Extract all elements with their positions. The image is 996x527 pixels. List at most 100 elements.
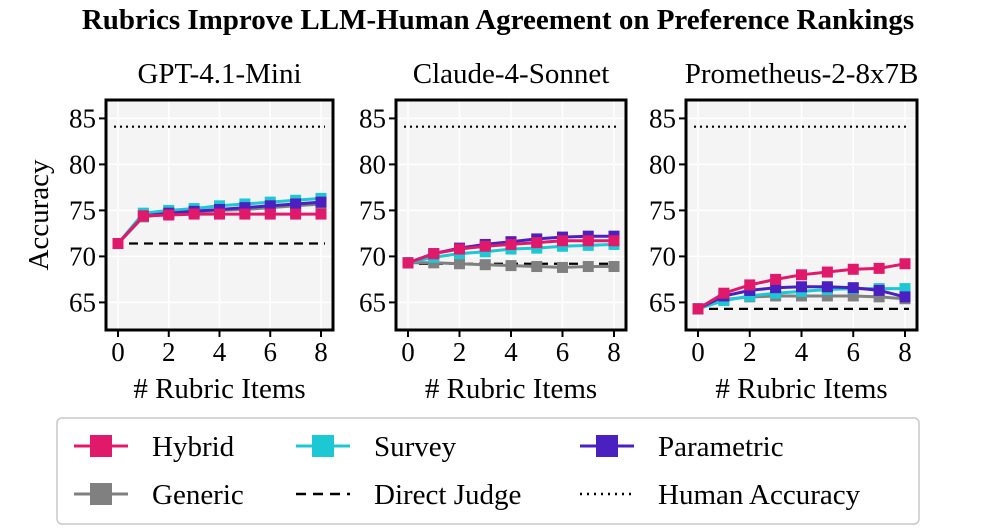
data-point-generic — [428, 257, 440, 269]
data-point-hybrid — [239, 208, 251, 220]
panel-claude-4-sonnet: 65 70 75 80 85 0 2 4 6 8 Claude-4-Sonnet # Rubric I… — [359, 58, 628, 405]
data-point-hybrid — [718, 287, 730, 299]
y-tick-label: 75 — [69, 195, 96, 225]
x-axis-label: # Rubric Items — [133, 373, 305, 405]
panel-gpt-4-1-mini: 65 70 75 80 85 0 2 4 6 8 GPT-4.1-Mini # Rubric Item… — [23, 58, 335, 405]
data-point-hybrid — [315, 208, 327, 220]
x-axis-label: # Rubric Items — [715, 373, 887, 405]
data-point-generic — [873, 291, 885, 303]
x-tick-label: 8 — [314, 337, 328, 367]
series-parametric — [692, 281, 911, 315]
legend-label: Parametric — [658, 431, 784, 463]
data-point-hybrid — [264, 208, 276, 220]
data-point-parametric — [796, 281, 807, 293]
data-point-parametric — [899, 291, 911, 303]
series-hybrid — [692, 258, 911, 315]
y-tick-label: 85 — [69, 103, 96, 133]
data-point-parametric — [744, 284, 756, 296]
x-tick-label: 2 — [453, 337, 467, 367]
data-point-generic — [847, 290, 859, 302]
y-tick-label: 65 — [69, 287, 96, 317]
data-point-generic — [454, 258, 465, 270]
y-tick-label: 75 — [649, 195, 676, 225]
data-point-survey — [899, 283, 911, 295]
x-tick-label: 8 — [898, 337, 912, 367]
data-point-hybrid — [744, 279, 756, 291]
data-point-parametric — [821, 281, 833, 293]
data-point-generic — [582, 261, 594, 273]
legend-label: Direct Judge — [374, 479, 521, 511]
data-point-hybrid — [290, 208, 302, 220]
data-point-parametric — [315, 196, 327, 208]
x-axis-label: # Rubric Items — [425, 373, 597, 405]
x-tick-label: 8 — [607, 337, 621, 367]
series-hybrid — [112, 208, 327, 250]
x-tick-label: 6 — [264, 337, 278, 367]
legend-label: Human Accuracy — [658, 479, 861, 511]
y-tick-label: 65 — [359, 287, 386, 317]
legend-marker — [596, 435, 618, 457]
legend-entry-generic: Generic — [74, 479, 244, 511]
panel-title: Prometheus-2-8x7B — [685, 58, 919, 90]
legend-entry-survey: Survey — [296, 431, 457, 463]
series-hybrid — [402, 235, 620, 269]
data-point-hybrid — [557, 235, 568, 247]
legend-box — [56, 417, 920, 525]
data-point-hybrid — [531, 237, 543, 249]
data-point-parametric — [239, 202, 251, 214]
data-point-hybrid — [821, 266, 833, 278]
x-tick-label: 2 — [743, 337, 757, 367]
data-point-parametric — [847, 282, 859, 294]
legend-marker — [90, 483, 112, 505]
data-point-hybrid — [112, 238, 124, 250]
data-point-generic — [505, 260, 517, 272]
data-point-parametric — [290, 198, 302, 210]
data-point-survey — [744, 290, 756, 302]
legend-label: Survey — [374, 431, 457, 463]
data-point-hybrid — [796, 269, 807, 281]
data-point-hybrid — [137, 210, 149, 222]
x-tick-label: 4 — [795, 337, 809, 367]
legend-entry-hybrid: Hybrid — [74, 431, 235, 463]
legend-label: Generic — [152, 479, 244, 511]
panel-title: Claude-4-Sonnet — [413, 58, 610, 90]
y-tick-label: 80 — [69, 149, 96, 179]
data-point-hybrid — [608, 235, 620, 247]
data-point-survey — [531, 242, 543, 254]
data-point-survey — [770, 287, 782, 299]
y-axis-label: Accuracy — [23, 159, 55, 271]
x-tick-label: 0 — [691, 337, 705, 367]
data-point-hybrid — [582, 235, 594, 247]
legend-entry-human-accuracy: Human Accuracy — [580, 479, 861, 511]
data-point-parametric — [873, 284, 885, 296]
x-tick-label: 4 — [504, 337, 518, 367]
x-tick-label: 6 — [847, 337, 861, 367]
y-tick-label: 80 — [359, 149, 386, 179]
y-tick-label: 85 — [359, 103, 386, 133]
data-point-parametric — [770, 282, 782, 294]
panel-title: GPT-4.1-Mini — [137, 58, 301, 90]
data-point-hybrid — [479, 240, 491, 252]
data-point-hybrid — [214, 208, 225, 220]
data-point-survey — [479, 246, 491, 258]
panel-prometheus-2-8x7b: 65 70 75 80 85 0 2 4 6 8 Prometheus-2-8x7B # Rubric… — [649, 58, 919, 405]
x-tick-label: 4 — [213, 337, 227, 367]
data-point-hybrid — [402, 257, 414, 269]
data-point-hybrid — [454, 243, 465, 255]
legend-marker — [312, 435, 334, 457]
legend: Hybrid Survey Parametric Generic Direct Judg… — [56, 417, 920, 525]
legend-marker — [90, 435, 112, 457]
data-point-generic — [531, 261, 543, 273]
data-point-generic — [479, 259, 491, 271]
data-point-hybrid — [873, 262, 885, 274]
y-tick-label: 80 — [649, 149, 676, 179]
x-tick-label: 0 — [111, 337, 125, 367]
data-point-hybrid — [163, 209, 175, 221]
x-tick-label: 6 — [556, 337, 570, 367]
data-point-parametric — [264, 200, 276, 212]
data-point-hybrid — [899, 258, 911, 270]
y-tick-label: 75 — [359, 195, 386, 225]
data-point-generic — [557, 261, 568, 273]
y-tick-label: 70 — [69, 241, 96, 271]
